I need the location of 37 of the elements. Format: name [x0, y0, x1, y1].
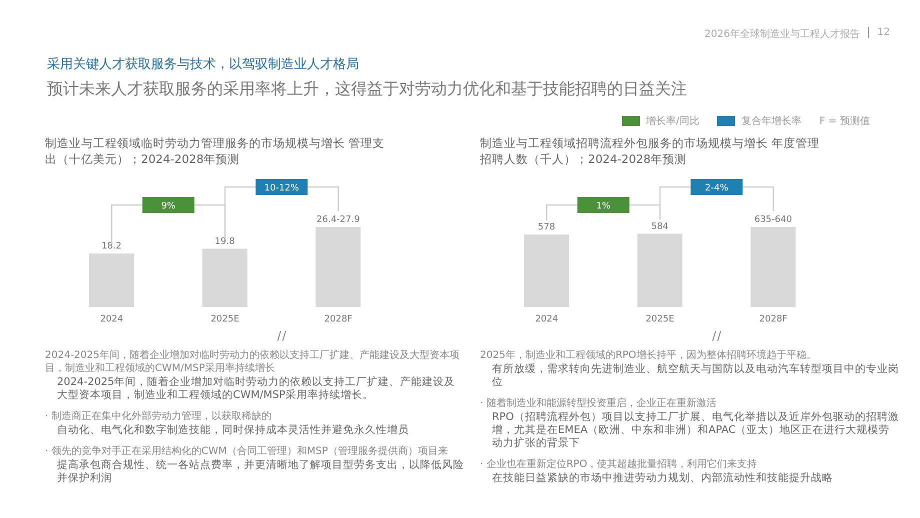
text: 2026年全球制造业与工程人才报告 [704, 28, 860, 41]
data-label: 18.2 [101, 241, 122, 252]
text: 9% [161, 202, 176, 212]
data-label: 19.8 [214, 236, 236, 247]
text: 预计未来人才获取服务的采用率将上升，这得益于对劳动力优化和基于技能招聘的日益关注 [47, 79, 687, 100]
text: F = 预测值 [819, 114, 870, 128]
text: 有所放缓，需求转向先进制造业、航空航天与国防以及电动汽车转型项目中的专业岗位 [491, 363, 900, 389]
text: 10-12% [264, 184, 300, 194]
chart-title: 制造业与工程领域临时劳动力管理服务的市场规模与增长 管理支出（十亿美元）；2024-2028年预测 [45, 135, 385, 167]
text: 复合年增长率 [741, 114, 802, 128]
text: · 企业也在重新定位RPO，使其超越批量招聘，利用它们来支持 [480, 458, 758, 471]
data-label: 578 [538, 222, 556, 233]
text: 2024-2025年间，随着企业增加对临时劳动力的依赖以支持工厂扩建、产能建设及大型资本项目，制造业和工程领域的CWM/MSP采用率持续增长。 [56, 376, 456, 402]
text: 2024-2025年间，随着企业增加对临时劳动力的依赖以支持工厂扩建、产能建设及大型资本项目，制造业和工程领域的CWM/MSP采用率持续增长 [45, 349, 461, 375]
x-tick-label: 2025E [210, 314, 240, 324]
text: RPO（招聘流程外包）项目以支持工厂扩展、电气化举措以及近岸外包驱动的招聘激增，尤其是在EMEA（欧洲、中东和非洲）和APAC（亚太）地区正在进行大规模劳动力扩张的背景下 [491, 411, 900, 450]
x-tick-label: 2028F [759, 314, 788, 324]
data-label: 26.4-27.9 [316, 215, 360, 225]
x-tick-label: 2024 [100, 314, 124, 324]
text: 采用关键人才获取服务与技术，以驾驭制造业人才格局 [47, 56, 359, 73]
text: · 制造商正在集中化外部劳动力管理，以获取稀缺的 [45, 410, 272, 423]
text: 自动化、电气化和数字制造技能，同时保持成本灵活性并避免永久性增员 [56, 424, 410, 437]
chart-title: 制造业与工程领域招聘流程外包服务的市场规模与增长 年度管理招聘人数（千人）；2024-2028年预测 [480, 135, 820, 167]
text: 2-4% [705, 184, 729, 194]
x-tick-label: 2024 [535, 314, 558, 324]
text: 在技能日益紧缺的市场中推进劳动力规划、内部流动性和技能提升战略 [491, 472, 834, 485]
text: 提高承包商合规性、统一各站点费率，并更清晰地了解项目型劳务支出，以降低风险并保护利润 [56, 459, 465, 485]
data-label: 635-640 [754, 215, 792, 225]
text: 增长率/同比 [646, 114, 700, 128]
data-label: 584 [651, 222, 669, 232]
text: 12 [868, 27, 890, 38]
x-tick-label: 2025E [646, 314, 675, 324]
text: · 领先的竞争对手正在采用结构化的CWM（合同工管理）和MSP（管理服务提供商）项目来 [45, 445, 449, 458]
text: 2025年，制造业和工程领域的RPO增长持平，因为整体招聘环境趋于平稳。 [480, 349, 818, 362]
text: 1% [596, 202, 611, 212]
x-tick-label: 2028F [324, 314, 352, 324]
text: · 随着制造业和能源转型投资重启，企业正在重新激活 [480, 397, 718, 410]
